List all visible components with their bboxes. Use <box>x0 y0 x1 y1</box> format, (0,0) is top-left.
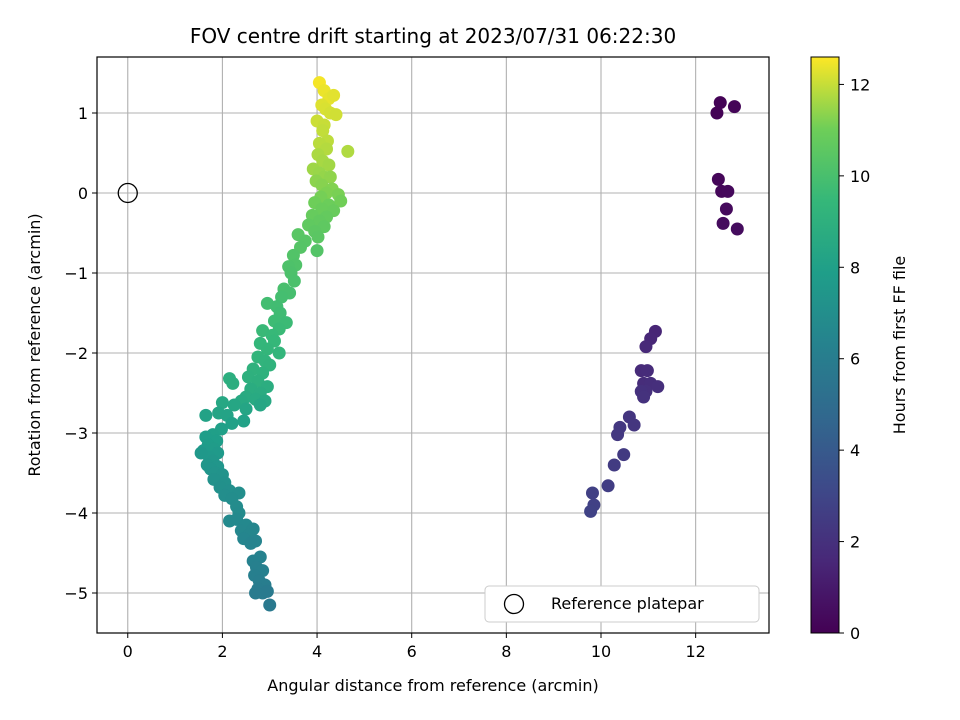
data-point <box>607 458 621 472</box>
data-point <box>253 398 267 412</box>
data-point <box>651 380 665 394</box>
data-point <box>710 106 724 120</box>
data-point <box>327 88 341 102</box>
data-point <box>287 274 301 288</box>
data-point <box>341 144 355 158</box>
data-point <box>316 124 330 138</box>
y-tick-label: −3 <box>64 424 88 443</box>
data-point <box>730 222 744 236</box>
colorbar-tick-label: 6 <box>850 350 860 369</box>
data-point <box>225 416 239 430</box>
data-point <box>640 364 654 378</box>
data-point <box>244 536 258 550</box>
data-point <box>226 376 240 390</box>
data-point <box>215 396 229 410</box>
colorbar-tick-label: 10 <box>850 167 870 186</box>
data-point <box>627 418 641 432</box>
reference-platepar-marker <box>117 182 138 204</box>
y-tick-label: 1 <box>78 104 88 123</box>
data-point <box>637 390 651 404</box>
data-point <box>227 398 241 412</box>
legend-marker-reference <box>503 593 525 615</box>
data-point <box>334 194 348 208</box>
data-point <box>584 504 598 518</box>
colorbar-tick-label: 4 <box>850 441 860 460</box>
x-tick-label: 4 <box>312 642 322 661</box>
data-point <box>716 216 730 230</box>
x-tick-label: 2 <box>217 642 227 661</box>
data-point <box>272 346 286 360</box>
colorbar-label: Hours from first FF file <box>890 256 909 435</box>
y-tick-label: 0 <box>78 184 88 203</box>
y-tick-label: −1 <box>64 264 88 283</box>
legend-entry-reference: Reference platepar <box>551 594 704 613</box>
data-point <box>275 290 289 304</box>
data-point <box>199 408 213 422</box>
y-tick-label: −5 <box>64 584 88 603</box>
data-point <box>263 598 277 612</box>
x-axis-label: Angular distance from reference (arcmin) <box>267 676 598 695</box>
chart-title: FOV centre drift starting at 2023/07/31 … <box>190 24 676 48</box>
data-point <box>727 100 741 114</box>
colorbar-tick-label: 8 <box>850 258 860 277</box>
x-tick-label: 0 <box>123 642 133 661</box>
data-points <box>194 76 744 612</box>
grid-lines <box>97 57 769 633</box>
data-point <box>311 230 325 244</box>
data-point <box>711 172 725 186</box>
data-point <box>322 158 336 172</box>
data-point <box>239 402 253 416</box>
data-point <box>249 586 263 600</box>
colorbar-tick-label: 2 <box>850 533 860 552</box>
colorbar-tick-label: 12 <box>850 75 870 94</box>
colorbar-tick-label: 0 <box>850 624 860 643</box>
x-tick-label: 6 <box>407 642 417 661</box>
data-point <box>721 184 735 198</box>
legend-box <box>484 585 760 623</box>
data-point <box>230 512 244 526</box>
data-point <box>237 414 251 428</box>
colorbar-ticks: 0 2 4 6 8 10 12 <box>839 75 870 643</box>
data-point <box>310 244 324 258</box>
x-tick-label: 8 <box>501 642 511 661</box>
data-point <box>260 584 274 598</box>
data-point <box>719 202 733 216</box>
data-point <box>617 448 631 462</box>
x-tick-label: 12 <box>685 642 705 661</box>
data-point <box>585 486 599 500</box>
x-axis-ticks: 0 2 4 6 8 10 12 <box>123 633 706 661</box>
data-point <box>194 446 208 460</box>
data-point <box>713 96 727 110</box>
y-tick-label: −2 <box>64 344 88 363</box>
colorbar-gradient <box>810 56 840 634</box>
data-point <box>260 342 274 356</box>
colorbar: 0 2 4 6 8 10 12 Hours from first FF file <box>810 56 909 643</box>
data-point <box>323 170 337 184</box>
plot-frame <box>96 56 770 634</box>
data-point <box>611 428 625 442</box>
y-axis-label: Rotation from reference (arcmin) <box>25 213 44 476</box>
legend: Reference platepar <box>484 585 760 623</box>
y-tick-label: −4 <box>64 504 88 523</box>
data-point <box>601 479 615 493</box>
x-tick-label: 10 <box>591 642 611 661</box>
data-point <box>639 340 653 354</box>
y-axis-ticks: −5 −4 −3 −2 −1 0 1 <box>64 104 97 603</box>
data-point <box>329 108 343 122</box>
